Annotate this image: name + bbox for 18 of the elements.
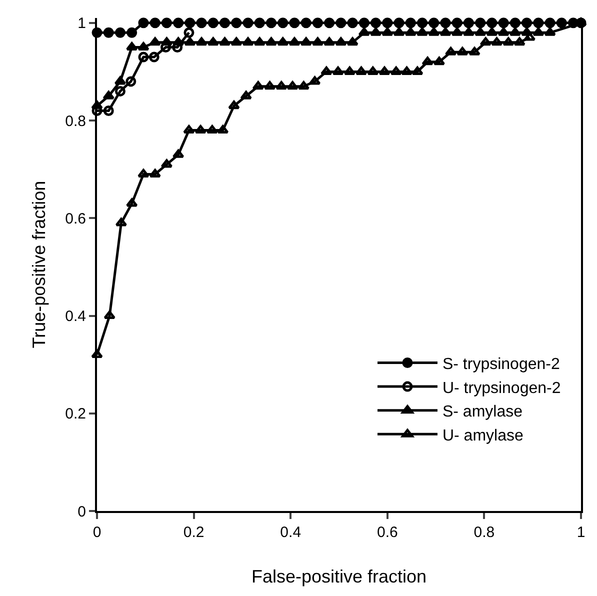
x-tick-label: 0.6 xyxy=(376,524,398,541)
y-tick-label: 0.8 xyxy=(65,112,86,130)
y-tick-label: 0.6 xyxy=(65,210,86,228)
y-tick-label: 0 xyxy=(78,503,86,520)
legend-label: S- amylase xyxy=(442,404,523,421)
x-tick-label: 0 xyxy=(92,524,102,541)
y-tick-label: 0.4 xyxy=(65,308,86,325)
y-tick-label: 0.2 xyxy=(65,406,86,423)
legend-label: U- amylase xyxy=(442,427,524,444)
legend-label: S- trypsinogen-2 xyxy=(442,356,560,373)
y-axis-title: True-positive fraction xyxy=(28,180,49,348)
y-tick-label: 1 xyxy=(78,15,86,32)
x-tick-label: 0.2 xyxy=(183,524,204,541)
x-tick-label: 1 xyxy=(576,524,586,541)
legend-label: U- trypsinogen-2 xyxy=(442,380,561,397)
x-axis-title: False-positive fraction xyxy=(251,566,427,587)
x-tick-label: 0.8 xyxy=(474,524,495,541)
x-tick-label: 0.4 xyxy=(280,524,302,541)
